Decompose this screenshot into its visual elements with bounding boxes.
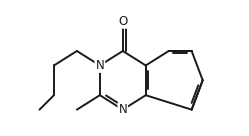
- Text: O: O: [118, 15, 127, 28]
- Text: N: N: [119, 103, 127, 116]
- Text: N: N: [95, 59, 104, 72]
